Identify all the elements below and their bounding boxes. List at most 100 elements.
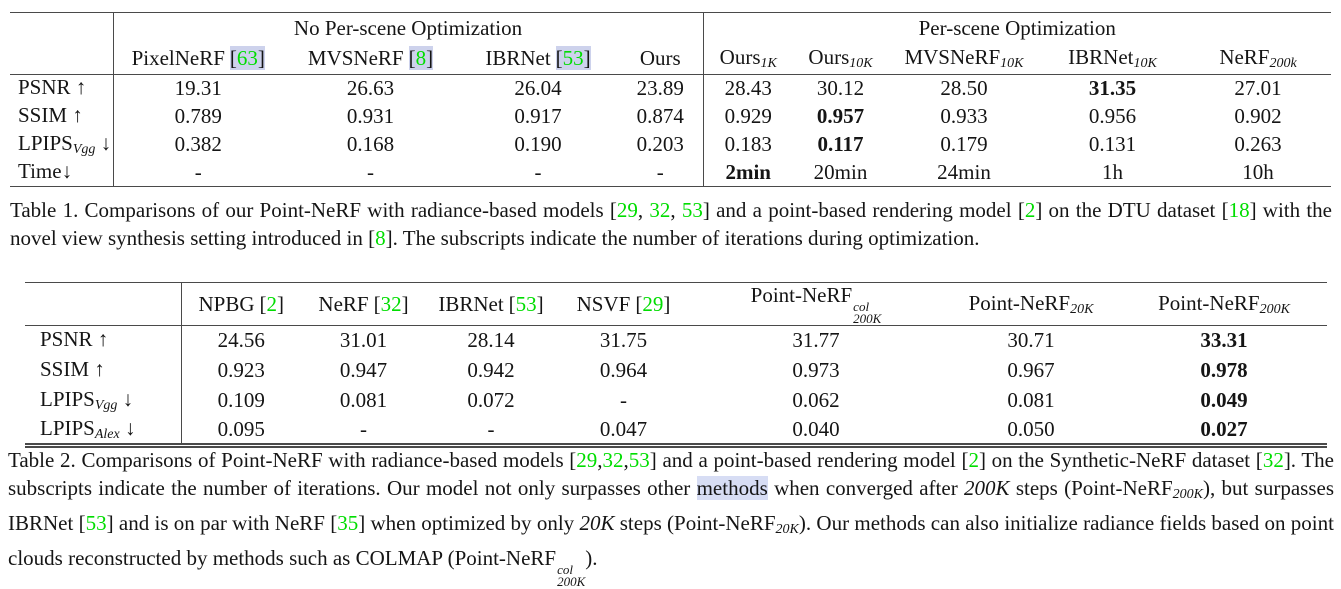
- citation-link[interactable]: 63: [236, 46, 258, 71]
- value-cell: 28.50: [940, 76, 988, 101]
- value-cell: 0.109: [180, 385, 301, 416]
- citation-link[interactable]: 32: [1262, 448, 1284, 472]
- caption-text: ,: [623, 448, 629, 472]
- bracket: ]: [277, 291, 285, 316]
- value-cell: 0.040: [792, 416, 840, 441]
- citation-link[interactable]: 53: [515, 291, 537, 316]
- value-cell: 20min: [813, 159, 868, 184]
- value-cell: 0.956: [1088, 104, 1137, 128]
- bracket: [: [229, 46, 237, 71]
- subscript-text: 200k: [1269, 56, 1297, 72]
- metric-arrow: ↓: [119, 415, 136, 440]
- value-cell: 1h: [1102, 159, 1123, 184]
- model-name: MVSNeRF: [307, 46, 404, 71]
- model-name: Ours: [719, 45, 761, 70]
- value-cell: 0.923: [180, 355, 301, 386]
- column-header-ibrnet-10k: IBRNet10K: [1040, 43, 1185, 75]
- citation-link[interactable]: 35: [337, 510, 359, 535]
- value-cell: 31.75: [599, 328, 648, 353]
- citation-link[interactable]: 29: [576, 448, 598, 472]
- table1-caption: Table 1. Comparisons of our Point-NeRF w…: [10, 196, 1332, 252]
- metric-name: PSNR: [18, 75, 71, 100]
- metric-arrow: ↑: [70, 75, 87, 100]
- table-row-psnr: PSNR ↑ 24.56 31.01 28.14 31.75 31.77 30.…: [25, 325, 1327, 356]
- caption-text: ]. The subscripts indicate the number of…: [385, 226, 980, 250]
- citation-link[interactable]: 2: [266, 291, 278, 316]
- column-header-row: PixelNeRF [63] MVSNeRF [8] IBRNet [53] Ours…: [10, 43, 1332, 75]
- citation-box: [8]: [408, 46, 434, 71]
- citation-link[interactable]: 29: [616, 198, 638, 222]
- value-cell: 23.89: [636, 76, 684, 101]
- metric-label: SSIM ↑: [25, 356, 181, 386]
- value-cell: 0.081: [1007, 388, 1055, 412]
- table-row-psnr: PSNR ↑ 19.31 26.63 26.04 23.89 28.43 30.…: [10, 74, 1331, 103]
- subscript-text: 10K: [849, 56, 873, 72]
- column-header-ours: Ours: [618, 43, 703, 75]
- metric-label: LPIPSVgg ↓: [25, 386, 181, 416]
- citation-link[interactable]: 8: [415, 46, 427, 71]
- value-cell: 0.095: [180, 415, 301, 446]
- model-name: Point-NeRF: [1158, 290, 1260, 315]
- group-header-row: No Per-scene Optimization Per-scene Opti…: [10, 12, 1332, 44]
- value-cell: 31.77: [792, 328, 840, 353]
- value-cell: 26.63: [346, 76, 395, 101]
- model-name: IBRNet: [485, 46, 551, 71]
- subscript-text: 200K: [557, 573, 586, 589]
- caption-text: ,: [637, 198, 650, 222]
- value-cell: 0.263: [1234, 132, 1282, 156]
- value-cell-best: 0.049: [1200, 388, 1248, 412]
- citation-link[interactable]: 18: [1228, 198, 1250, 222]
- citation-link[interactable]: 32: [380, 291, 402, 316]
- table-1: No Per-scene Optimization Per-scene Opti…: [10, 12, 1332, 187]
- citation-link[interactable]: 29: [642, 291, 664, 316]
- metric-name: LPIPS: [40, 415, 95, 440]
- caption-text: Table 2. Comparisons of Point-NeRF with …: [8, 448, 577, 472]
- column-header-mvsnerf-10k: MVSNeRF10K: [888, 43, 1040, 75]
- value-cell: 0.190: [514, 132, 562, 156]
- table-row-ssim: SSIM ↑ 0.923 0.947 0.942 0.964 0.973 0.9…: [25, 355, 1327, 386]
- subscript-text: 200K: [1259, 301, 1290, 317]
- citation-box: [53]: [509, 292, 544, 316]
- metric-arrow: ↓: [61, 158, 73, 183]
- bracket: [: [555, 46, 563, 71]
- value-cell: 0.933: [940, 104, 988, 128]
- caption-text: ] with the novel view synthesis setting …: [10, 198, 1333, 250]
- column-header-pointnerf-col-200k: Point-NeRF col 200K: [691, 282, 941, 326]
- value-cell: -: [487, 416, 495, 441]
- model-name: NeRF: [1219, 45, 1270, 70]
- table-2: NPBG [2] NeRF [32] IBRNet [53] NSVF [29] Poi…: [25, 282, 1327, 448]
- value-cell: 0.168: [346, 132, 395, 156]
- model-name: Point-NeRF: [750, 283, 853, 307]
- citation-link[interactable]: 8: [375, 226, 386, 250]
- model-name: MVSNeRF: [904, 45, 1001, 70]
- caption-text: ] and is on par with NeRF [: [106, 510, 338, 535]
- value-cell: 0.967: [1007, 358, 1055, 382]
- column-header-ours-1k: Ours1K: [702, 43, 793, 75]
- model-name: Point-NeRF: [968, 290, 1071, 315]
- value-cell: 0.062: [792, 388, 840, 412]
- value-cell-best: 0.027: [1200, 416, 1248, 441]
- metric-arrow: ↓: [95, 131, 112, 156]
- citation-link[interactable]: 2: [1024, 198, 1036, 222]
- group-header-no-per-scene: No Per-scene Optimization: [112, 12, 703, 44]
- table-row-time: Time↓ - - - - 2min 20min 24min 1h 10h: [10, 158, 1331, 187]
- bracket: [: [635, 291, 643, 316]
- citation-link[interactable]: 2: [968, 448, 979, 472]
- citation-link[interactable]: 53: [562, 46, 584, 71]
- column-header-ours-10k: Ours10K: [793, 43, 888, 75]
- citation-link[interactable]: 53: [681, 198, 703, 222]
- bracket: ]: [663, 291, 671, 316]
- value-cell: 24.56: [180, 325, 301, 356]
- value-cell: 28.14: [467, 328, 515, 353]
- caption-text: ,: [597, 448, 603, 472]
- citation-link[interactable]: 32: [602, 448, 624, 472]
- value-cell: 0.964: [599, 358, 648, 382]
- citation-link[interactable]: 53: [85, 510, 107, 535]
- subscript-text: 1K: [760, 56, 777, 72]
- citation-link[interactable]: 32: [649, 198, 671, 222]
- subscript-text: 10K: [1000, 56, 1024, 72]
- column-header-nerf-200k: NeRF200k: [1185, 43, 1332, 75]
- citation-link[interactable]: 53: [628, 448, 650, 472]
- model-name: Ours: [808, 45, 850, 70]
- corner-cell: [25, 282, 181, 326]
